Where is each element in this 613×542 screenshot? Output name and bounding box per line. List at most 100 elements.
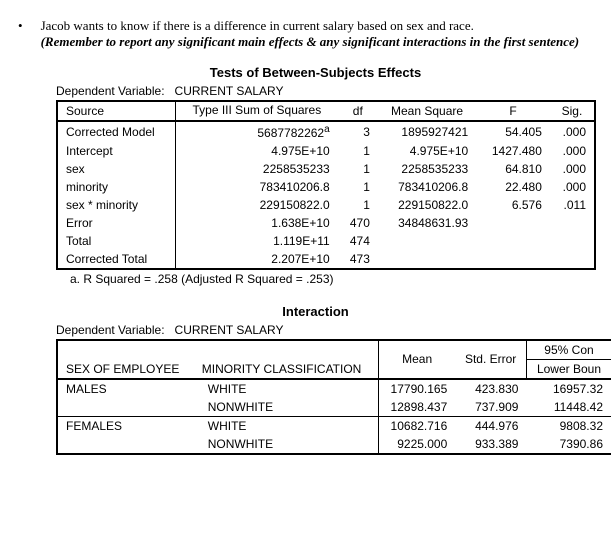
cell-source: Error: [57, 214, 176, 232]
cell-ss: 4.975E+10: [176, 142, 338, 160]
anova-table: Source Type III Sum of Squares df Mean S…: [56, 100, 596, 270]
table-row: sex22585352331225853523364.810.000: [57, 160, 595, 178]
cell-ms: 34848631.93: [378, 214, 476, 232]
hdr-ci: 95% Con: [526, 340, 611, 360]
cell-ss: 783410206.8: [176, 178, 338, 196]
cell-f: 22.480: [476, 178, 550, 196]
cell-ss: 2.207E+10: [176, 250, 338, 269]
depvar2-label: Dependent Variable:: [56, 323, 165, 337]
table-row: FEMALESWHITE10682.716444.9769808.32: [57, 416, 611, 435]
cell-lb: 11448.42: [526, 398, 611, 417]
table2-depvar: Dependent Variable: CURRENT SALARY: [56, 323, 595, 337]
cell-ss: 2258535233: [176, 160, 338, 178]
depvar-value: CURRENT SALARY: [175, 84, 284, 98]
cell-mean: 12898.437: [378, 398, 455, 417]
hdr-lower: Lower Boun: [526, 359, 611, 379]
hdr-ms: Mean Square: [378, 101, 476, 121]
table1-depvar: Dependent Variable: CURRENT SALARY: [56, 84, 595, 98]
interaction-table: SEX OF EMPLOYEE MINORITY CLASSIFICATION …: [56, 339, 611, 455]
hdr-ss: Type III Sum of Squares: [176, 101, 338, 121]
cell-minority: WHITE: [194, 379, 379, 398]
table-row: NONWHITE12898.437737.90911448.42: [57, 398, 611, 417]
cell-ms: 2258535233: [378, 160, 476, 178]
table2-title: Interaction: [36, 304, 595, 319]
table-row: NONWHITE9225.000933.3897390.86: [57, 435, 611, 454]
cell-f: 64.810: [476, 160, 550, 178]
table-row: Corrected Model5687782262a3189592742154.…: [57, 121, 595, 142]
cell-df: 473: [338, 250, 378, 269]
cell-ms: 1895927421: [378, 121, 476, 142]
cell-df: 1: [338, 142, 378, 160]
table-row: MALESWHITE17790.165423.83016957.32: [57, 379, 611, 398]
cell-ss: 1.638E+10: [176, 214, 338, 232]
cell-f: [476, 250, 550, 269]
cell-minority: WHITE: [194, 416, 379, 435]
table-row: Intercept4.975E+1014.975E+101427.480.000: [57, 142, 595, 160]
cell-df: 3: [338, 121, 378, 142]
cell-sex: [57, 398, 194, 417]
cell-ss: 5687782262a: [176, 121, 338, 142]
table-row: Error1.638E+1047034848631.93: [57, 214, 595, 232]
cell-df: 1: [338, 160, 378, 178]
table-row: minority783410206.81783410206.822.480.00…: [57, 178, 595, 196]
depvar2-value: CURRENT SALARY: [175, 323, 284, 337]
cell-se: 444.976: [455, 416, 526, 435]
bullet-icon: •: [18, 18, 23, 34]
cell-source: Total: [57, 232, 176, 250]
cell-f: 1427.480: [476, 142, 550, 160]
hdr-minority: MINORITY CLASSIFICATION: [194, 340, 379, 379]
cell-f: [476, 214, 550, 232]
question-text: Jacob wants to know if there is a differ…: [41, 18, 580, 51]
question-block: • Jacob wants to know if there is a diff…: [36, 18, 595, 51]
cell-lb: 9808.32: [526, 416, 611, 435]
hdr-sex: SEX OF EMPLOYEE: [57, 340, 194, 379]
cell-mean: 9225.000: [378, 435, 455, 454]
cell-f: [476, 232, 550, 250]
cell-ms: 4.975E+10: [378, 142, 476, 160]
table-row: sex * minority229150822.01229150822.06.5…: [57, 196, 595, 214]
cell-df: 1: [338, 196, 378, 214]
cell-minority: NONWHITE: [194, 398, 379, 417]
cell-f: 6.576: [476, 196, 550, 214]
cell-ss: 229150822.0: [176, 196, 338, 214]
cell-df: 474: [338, 232, 378, 250]
table2-header-row1: SEX OF EMPLOYEE MINORITY CLASSIFICATION …: [57, 340, 611, 360]
table-row: Corrected Total2.207E+10473: [57, 250, 595, 269]
cell-sig: [550, 214, 595, 232]
hdr-source: Source: [57, 101, 176, 121]
table1-footnote: a. R Squared = .258 (Adjusted R Squared …: [70, 272, 595, 286]
cell-source: sex: [57, 160, 176, 178]
cell-se: 423.830: [455, 379, 526, 398]
cell-source: Corrected Total: [57, 250, 176, 269]
hdr-df: df: [338, 101, 378, 121]
cell-sig: [550, 250, 595, 269]
cell-ms: 229150822.0: [378, 196, 476, 214]
cell-se: 933.389: [455, 435, 526, 454]
cell-sig: .000: [550, 142, 595, 160]
cell-source: minority: [57, 178, 176, 196]
table1-header-row: Source Type III Sum of Squares df Mean S…: [57, 101, 595, 121]
table1-title: Tests of Between-Subjects Effects: [36, 65, 595, 80]
question-paren: (Remember to report any significant main…: [41, 34, 580, 49]
question-line1: Jacob wants to know if there is a differ…: [41, 18, 474, 33]
cell-source: sex * minority: [57, 196, 176, 214]
cell-sex: [57, 435, 194, 454]
cell-sig: .011: [550, 196, 595, 214]
cell-ss: 1.119E+11: [176, 232, 338, 250]
cell-sig: [550, 232, 595, 250]
hdr-f: F: [476, 101, 550, 121]
cell-df: 470: [338, 214, 378, 232]
depvar-label: Dependent Variable:: [56, 84, 165, 98]
cell-mean: 17790.165: [378, 379, 455, 398]
cell-sig: .000: [550, 178, 595, 196]
cell-df: 1: [338, 178, 378, 196]
cell-ms: [378, 232, 476, 250]
hdr-stderr: Std. Error: [455, 340, 526, 379]
cell-source: Corrected Model: [57, 121, 176, 142]
cell-source: Intercept: [57, 142, 176, 160]
hdr-sig: Sig.: [550, 101, 595, 121]
cell-minority: NONWHITE: [194, 435, 379, 454]
cell-sig: .000: [550, 160, 595, 178]
cell-ms: 783410206.8: [378, 178, 476, 196]
cell-f: 54.405: [476, 121, 550, 142]
